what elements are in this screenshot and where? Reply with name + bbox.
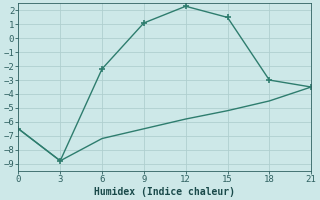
X-axis label: Humidex (Indice chaleur): Humidex (Indice chaleur) [94, 186, 235, 197]
